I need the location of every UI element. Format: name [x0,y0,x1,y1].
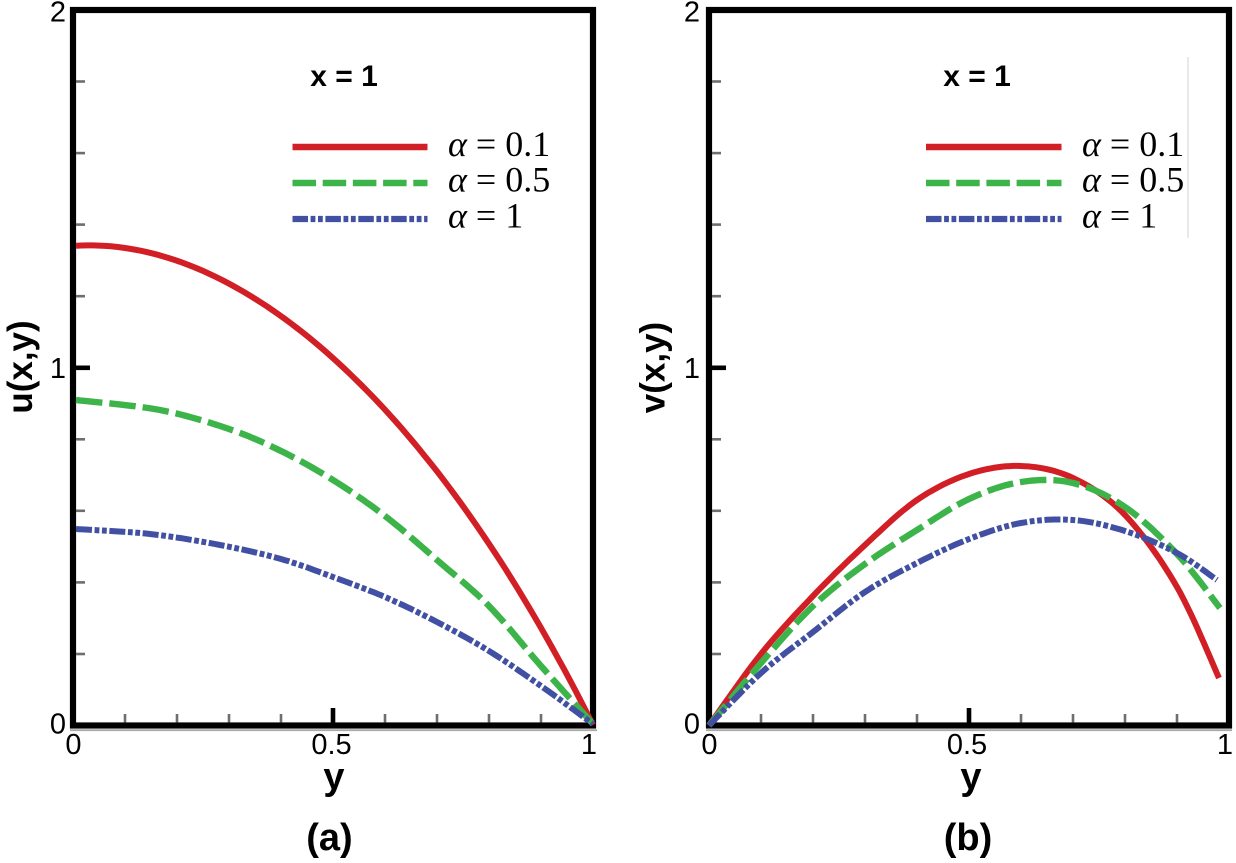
svg-text:x = 1: x = 1 [310,60,378,93]
svg-text:α = 0.1: α = 0.1 [448,124,550,164]
svg-text:x = 1: x = 1 [943,60,1011,93]
svg-text:0.5: 0.5 [311,729,351,761]
svg-text:1: 1 [581,729,597,761]
svg-text:α = 0.1: α = 0.1 [1082,124,1184,164]
svg-text:2: 2 [50,0,66,29]
svg-text:0: 0 [50,709,66,741]
svg-text:0: 0 [684,709,700,741]
svg-text:u(x,y): u(x,y) [1,320,40,413]
svg-text:y: y [960,756,981,798]
svg-text:α = 1: α = 1 [448,196,523,236]
svg-text:α = 0.5: α = 0.5 [448,160,550,200]
svg-text:1: 1 [50,353,66,385]
svg-text:0: 0 [65,729,81,761]
svg-text:α = 0.5: α = 0.5 [1082,160,1184,200]
svg-text:1: 1 [1217,729,1233,761]
svg-text:(b): (b) [944,817,993,859]
svg-text:1: 1 [684,353,700,385]
svg-text:0.5: 0.5 [947,729,987,761]
svg-text:(a): (a) [306,817,352,859]
svg-text:y: y [323,756,344,798]
svg-text:0: 0 [701,729,717,761]
svg-text:α = 1: α = 1 [1082,196,1157,236]
svg-text:v(x,y): v(x,y) [634,322,673,413]
svg-text:2: 2 [684,0,700,29]
